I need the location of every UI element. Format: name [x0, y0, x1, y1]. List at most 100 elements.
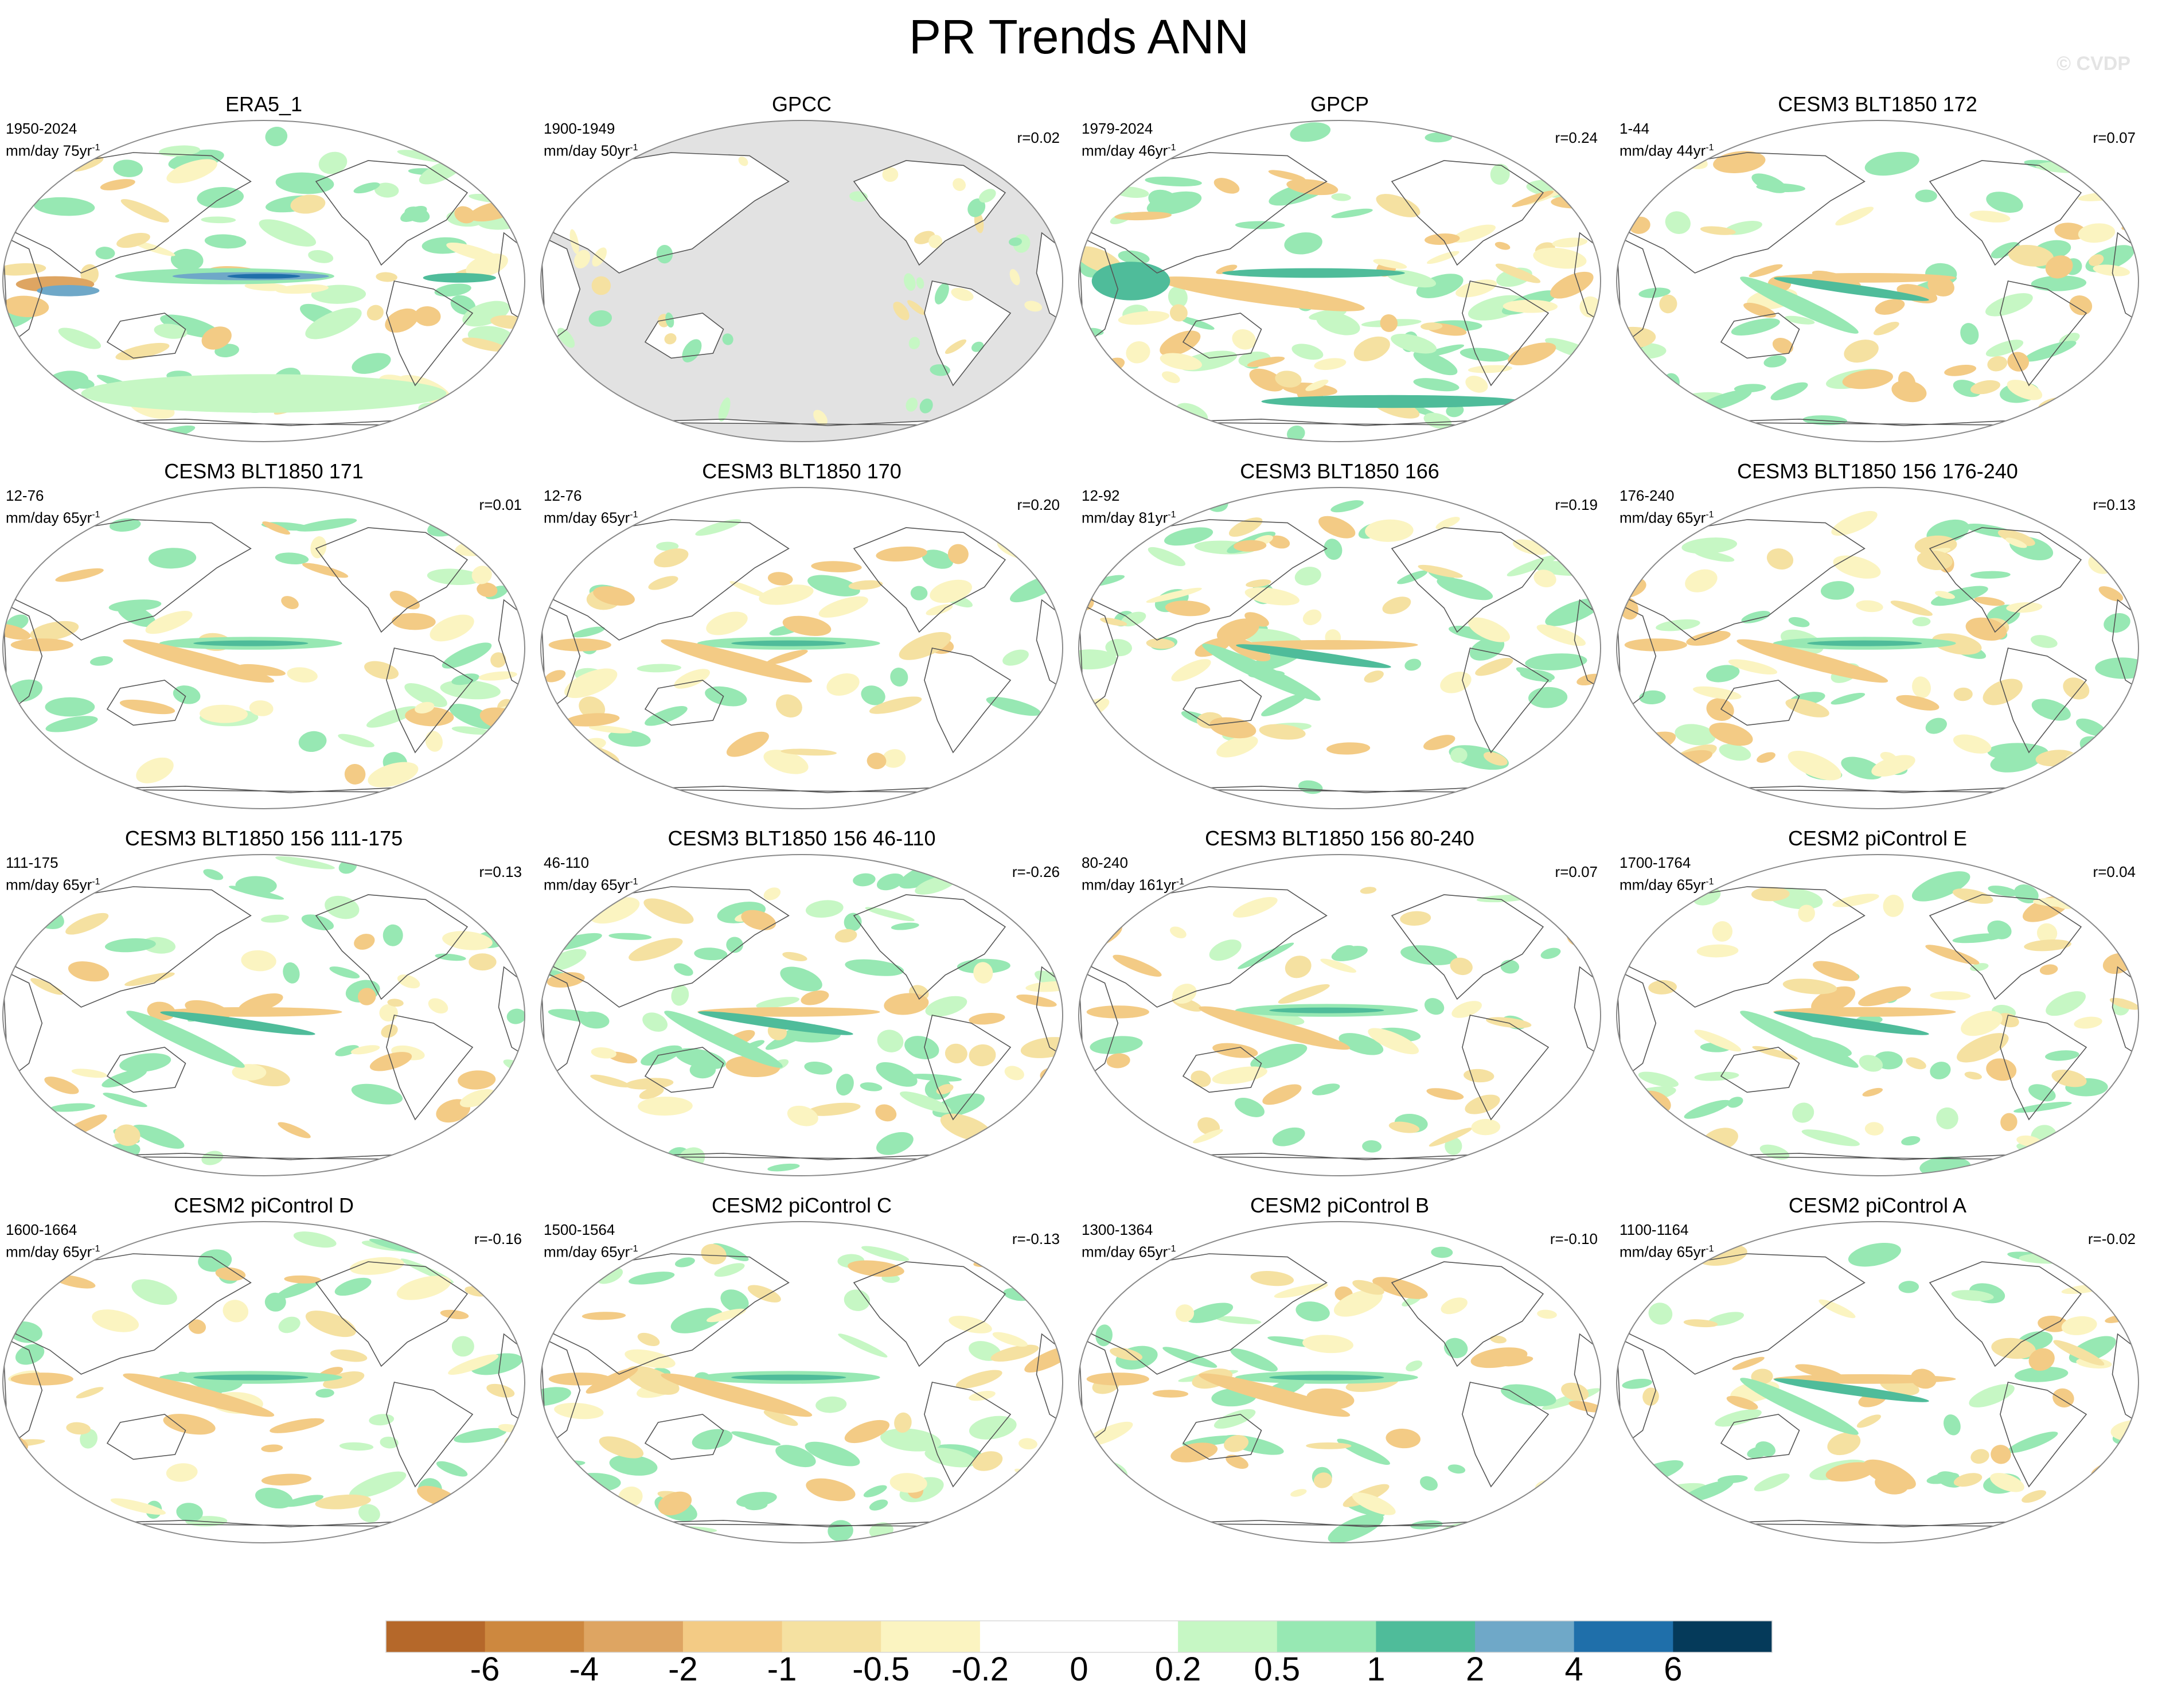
coastline [644, 313, 724, 359]
map-panel: CESM3 BLT1850 170 12-76 mm/day 65yr-1 r=0.2… [538, 459, 1066, 826]
robinson-map [1616, 120, 2139, 442]
colorbar-bin [881, 1621, 981, 1652]
colorbar-bin [682, 1621, 782, 1652]
units-text: mm/day 65yr [1620, 509, 1706, 527]
coastline [1720, 680, 1800, 726]
robinson-map [540, 120, 1063, 442]
panel-meta: 12-76 mm/day 65yr-1 [6, 486, 100, 528]
units-exponent: -1 [1168, 143, 1176, 153]
coastline [106, 313, 186, 359]
units-exponent: -1 [92, 143, 100, 153]
robinson-map [1616, 854, 2139, 1176]
colorbar-bin [980, 1621, 1079, 1652]
page-title: PR Trends ANN [909, 10, 1249, 64]
trend-field [1079, 1222, 1601, 1543]
coastline [106, 1414, 186, 1460]
trend-field [1617, 855, 2139, 1176]
panel-title: CESM2 piControl C [711, 1194, 892, 1217]
map-panel: CESM3 BLT1850 156 111-175 111-175 mm/day 6… [0, 826, 528, 1193]
panel-title: GPCC [771, 92, 832, 116]
colorbar-tick-label: -4 [569, 1651, 599, 1688]
coastline [106, 1047, 186, 1093]
panel-meta: 46-110 mm/day 65yr-1 [544, 853, 638, 895]
units-label: mm/day 65yr-1 [1620, 505, 1714, 528]
colorbar-tick-label: -6 [470, 1651, 500, 1688]
coastline [1929, 894, 2082, 1000]
panel-meta: 1500-1564 mm/day 65yr-1 [544, 1220, 638, 1262]
coastline [644, 680, 724, 726]
colorbar-tick-label: -1 [767, 1651, 797, 1688]
units-text: mm/day 65yr [1620, 876, 1706, 894]
units-text: mm/day 46yr [1082, 142, 1168, 159]
panel-meta: 1950-2024 mm/day 75yr-1 [6, 119, 100, 161]
coastline [386, 280, 474, 387]
coastline [1083, 519, 1328, 641]
robinson-map [540, 854, 1063, 1176]
units-label: mm/day 75yr-1 [6, 138, 100, 161]
robinson-map [2, 120, 525, 442]
colorbar-tick-label: 0.2 [1154, 1651, 1201, 1688]
units-label: mm/day 161yr-1 [1082, 872, 1184, 895]
trend-field [1079, 120, 1601, 442]
units-text: mm/day 81yr [1082, 509, 1168, 527]
coastline [7, 519, 252, 641]
units-exponent: -1 [92, 1244, 100, 1254]
panel-title: GPCP [1310, 92, 1369, 116]
pattern-correlation: r=0.01 [479, 496, 522, 513]
map-border [1616, 120, 2139, 442]
panel-title: ERA5_1 [225, 92, 303, 116]
panel-title: CESM3 BLT1850 166 [1240, 459, 1439, 483]
pattern-correlation: r=0.19 [1555, 496, 1598, 513]
units-exponent: -1 [630, 143, 638, 153]
panel-title: CESM3 BLT1850 172 [1778, 92, 1977, 116]
pattern-correlation: r=-0.13 [1012, 1230, 1060, 1247]
coastline [106, 680, 186, 726]
panel-meta: 1979-2024 mm/day 46yr-1 [1082, 119, 1176, 161]
robinson-map [540, 487, 1063, 809]
panel-meta: 1300-1364 mm/day 65yr-1 [1082, 1220, 1176, 1262]
coastline [1720, 313, 1800, 359]
map-border [1616, 854, 2139, 1176]
robinson-map [1078, 854, 1601, 1176]
panel-title: CESM3 BLT1850 156 111-175 [124, 826, 403, 850]
colorbar-bin [1673, 1621, 1773, 1652]
panel-title: CESM3 BLT1850 171 [164, 459, 364, 483]
colorbar-tick-label: -0.5 [852, 1651, 910, 1688]
colorbar-bin [1475, 1621, 1575, 1652]
coastline [1182, 313, 1262, 359]
period-label: 1-44 [1620, 120, 1650, 137]
period-label: 12-76 [544, 487, 582, 504]
trend-field [1079, 855, 1601, 1176]
coastline [545, 519, 790, 641]
trend-field [541, 1222, 1063, 1543]
period-label: 111-175 [6, 854, 58, 871]
trend-field [1617, 120, 2139, 442]
coastline [386, 1382, 474, 1488]
panel-meta: 12-92 mm/day 81yr-1 [1082, 486, 1176, 528]
coastline [853, 160, 1006, 266]
pattern-correlation: r=0.24 [1555, 129, 1598, 146]
period-label: 1600-1664 [6, 1221, 77, 1238]
trend-field [1617, 1222, 2139, 1543]
panel-meta: 80-240 mm/day 161yr-1 [1082, 853, 1184, 895]
coastline [1391, 894, 1544, 1000]
coastline [7, 1253, 252, 1375]
coastline [1391, 1261, 1544, 1367]
coastline [1621, 1253, 1866, 1375]
map-border [1616, 487, 2139, 809]
period-label: 1900-1949 [544, 120, 615, 137]
colorbar-tick-label: -0.2 [951, 1651, 1009, 1688]
map-border [540, 854, 1063, 1176]
map-panel: CESM2 piControl B 1300-1364 mm/day 65yr-1 r… [1076, 1193, 1603, 1560]
units-text: mm/day 75yr [6, 142, 92, 159]
colorbar-bin [1178, 1621, 1278, 1652]
coastline [1462, 280, 1550, 387]
pattern-correlation: r=0.13 [2093, 496, 2136, 513]
colorbar-bin [782, 1621, 881, 1652]
pattern-correlation: r=0.07 [2093, 129, 2136, 146]
coastline [1929, 527, 2082, 633]
panel-title: CESM2 piControl D [173, 1194, 354, 1217]
pattern-correlation: r=0.07 [1555, 863, 1598, 880]
coastline [1391, 527, 1544, 633]
